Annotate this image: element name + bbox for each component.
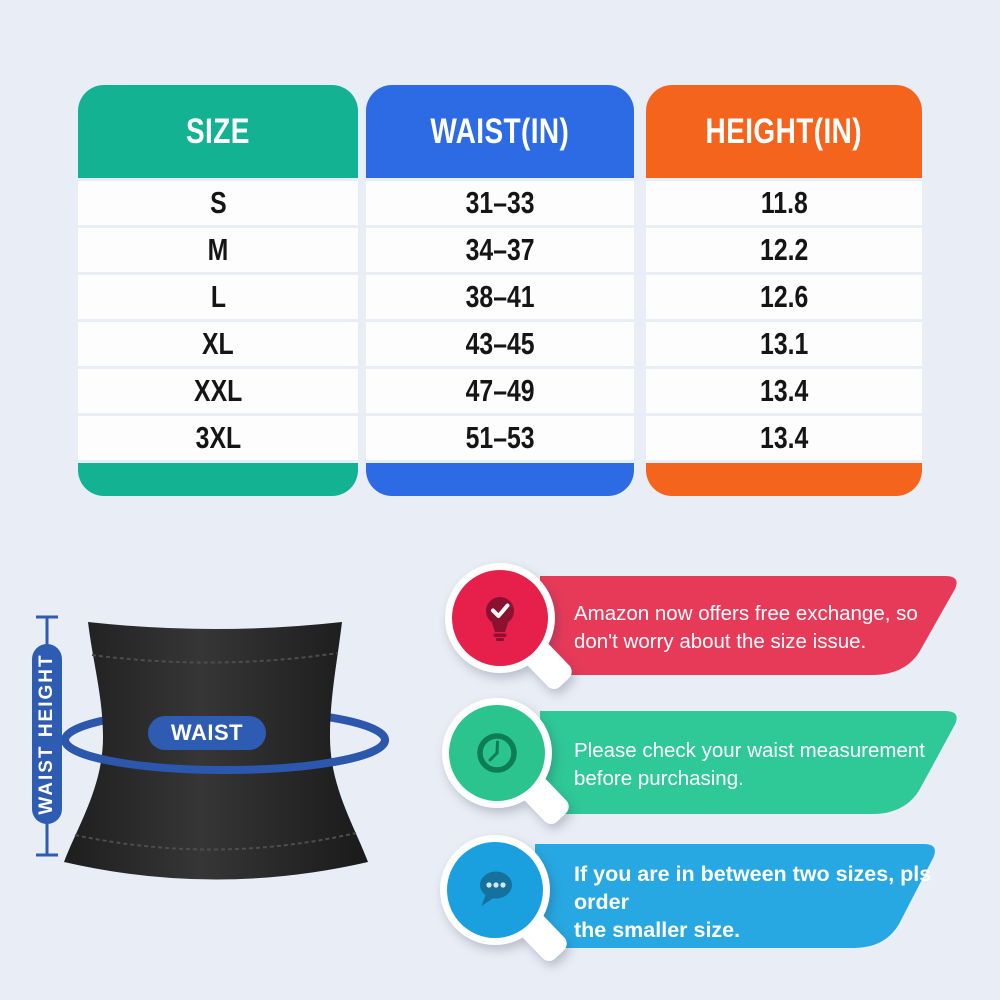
- waist-trainer-silhouette: [64, 622, 368, 880]
- callout-badge-between-sizes: [440, 835, 571, 965]
- waist-column-header: WAIST(IN): [366, 85, 634, 178]
- chat-dots-icon: [480, 871, 512, 906]
- table-cell-waist: 31–33: [366, 181, 634, 225]
- badge-inner-circle: [447, 842, 543, 938]
- height-column: HEIGHT(IN) 11.8 12.2 12.6 13.1 13.4 13.4: [646, 85, 922, 496]
- table-cell-size: L: [78, 275, 358, 319]
- table-cell-height: 12.2: [646, 228, 922, 272]
- table-cell-height: 13.4: [646, 416, 922, 460]
- table-cell-size: S: [78, 181, 358, 225]
- callout-ribbon-exchange: [540, 576, 957, 675]
- table-cell-waist: 34–37: [366, 228, 634, 272]
- waist-height-label: WAIST HEIGHT: [36, 653, 57, 815]
- callout-ribbon-between-sizes: [535, 844, 935, 948]
- height-column-footer: [646, 463, 922, 496]
- top-stitch-seam: [91, 652, 339, 664]
- callout-ribbon-measure: [540, 711, 957, 814]
- clock-icon: [477, 733, 517, 773]
- waist-trainer-illustration: [36, 615, 389, 880]
- size-column-footer: [78, 463, 358, 496]
- callout-text-exchange: Amazon now offers free exchange, so don'…: [574, 602, 918, 653]
- height-header-label: HEIGHT(IN): [705, 111, 863, 151]
- table-cell-waist: 51–53: [366, 416, 634, 460]
- waist-header-label: WAIST(IN): [430, 111, 570, 151]
- waist-ellipse-front: [61, 739, 389, 774]
- size-column: SIZE S M L XL XXL 3XL: [78, 85, 358, 496]
- table-cell-size: XL: [78, 322, 358, 366]
- table-cell-height: 11.8: [646, 181, 922, 225]
- size-header-label: SIZE: [186, 111, 250, 151]
- bottom-stitch-seam: [74, 832, 357, 851]
- table-cell-height: 13.4: [646, 369, 922, 413]
- waist-column-footer: [366, 463, 634, 496]
- waist-label-pill: WAIST: [148, 716, 266, 750]
- callout-text-measure: Please check your waist measurement befo…: [574, 739, 925, 790]
- table-cell-waist: 43–45: [366, 322, 634, 366]
- table-cell-waist: 47–49: [366, 369, 634, 413]
- callout-badge-exchange: [445, 563, 576, 693]
- height-column-header: HEIGHT(IN): [646, 85, 922, 178]
- waist-column: WAIST(IN) 31–33 34–37 38–41 43–45 47–49 …: [366, 85, 634, 496]
- table-cell-height: 13.1: [646, 322, 922, 366]
- table-cell-size: XXL: [78, 369, 358, 413]
- table-cell-waist: 38–41: [366, 275, 634, 319]
- table-cell-size: 3XL: [78, 416, 358, 460]
- callout-badge-measure: [442, 698, 573, 828]
- size-chart-table: SIZE S M L XL XXL 3XL WAIST(IN) 31–33 34…: [78, 85, 922, 496]
- lightbulb-check-icon: [486, 597, 514, 641]
- badge-inner-circle: [452, 570, 548, 666]
- badge-inner-circle: [449, 705, 545, 801]
- callout-text-between-sizes: If you are in between two sizes, pls ord…: [574, 862, 932, 942]
- table-cell-height: 12.6: [646, 275, 922, 319]
- waist-label: WAIST: [170, 720, 244, 745]
- waist-height-label-pill: WAIST HEIGHT: [32, 644, 62, 824]
- size-column-header: SIZE: [78, 85, 358, 178]
- table-cell-size: M: [78, 228, 358, 272]
